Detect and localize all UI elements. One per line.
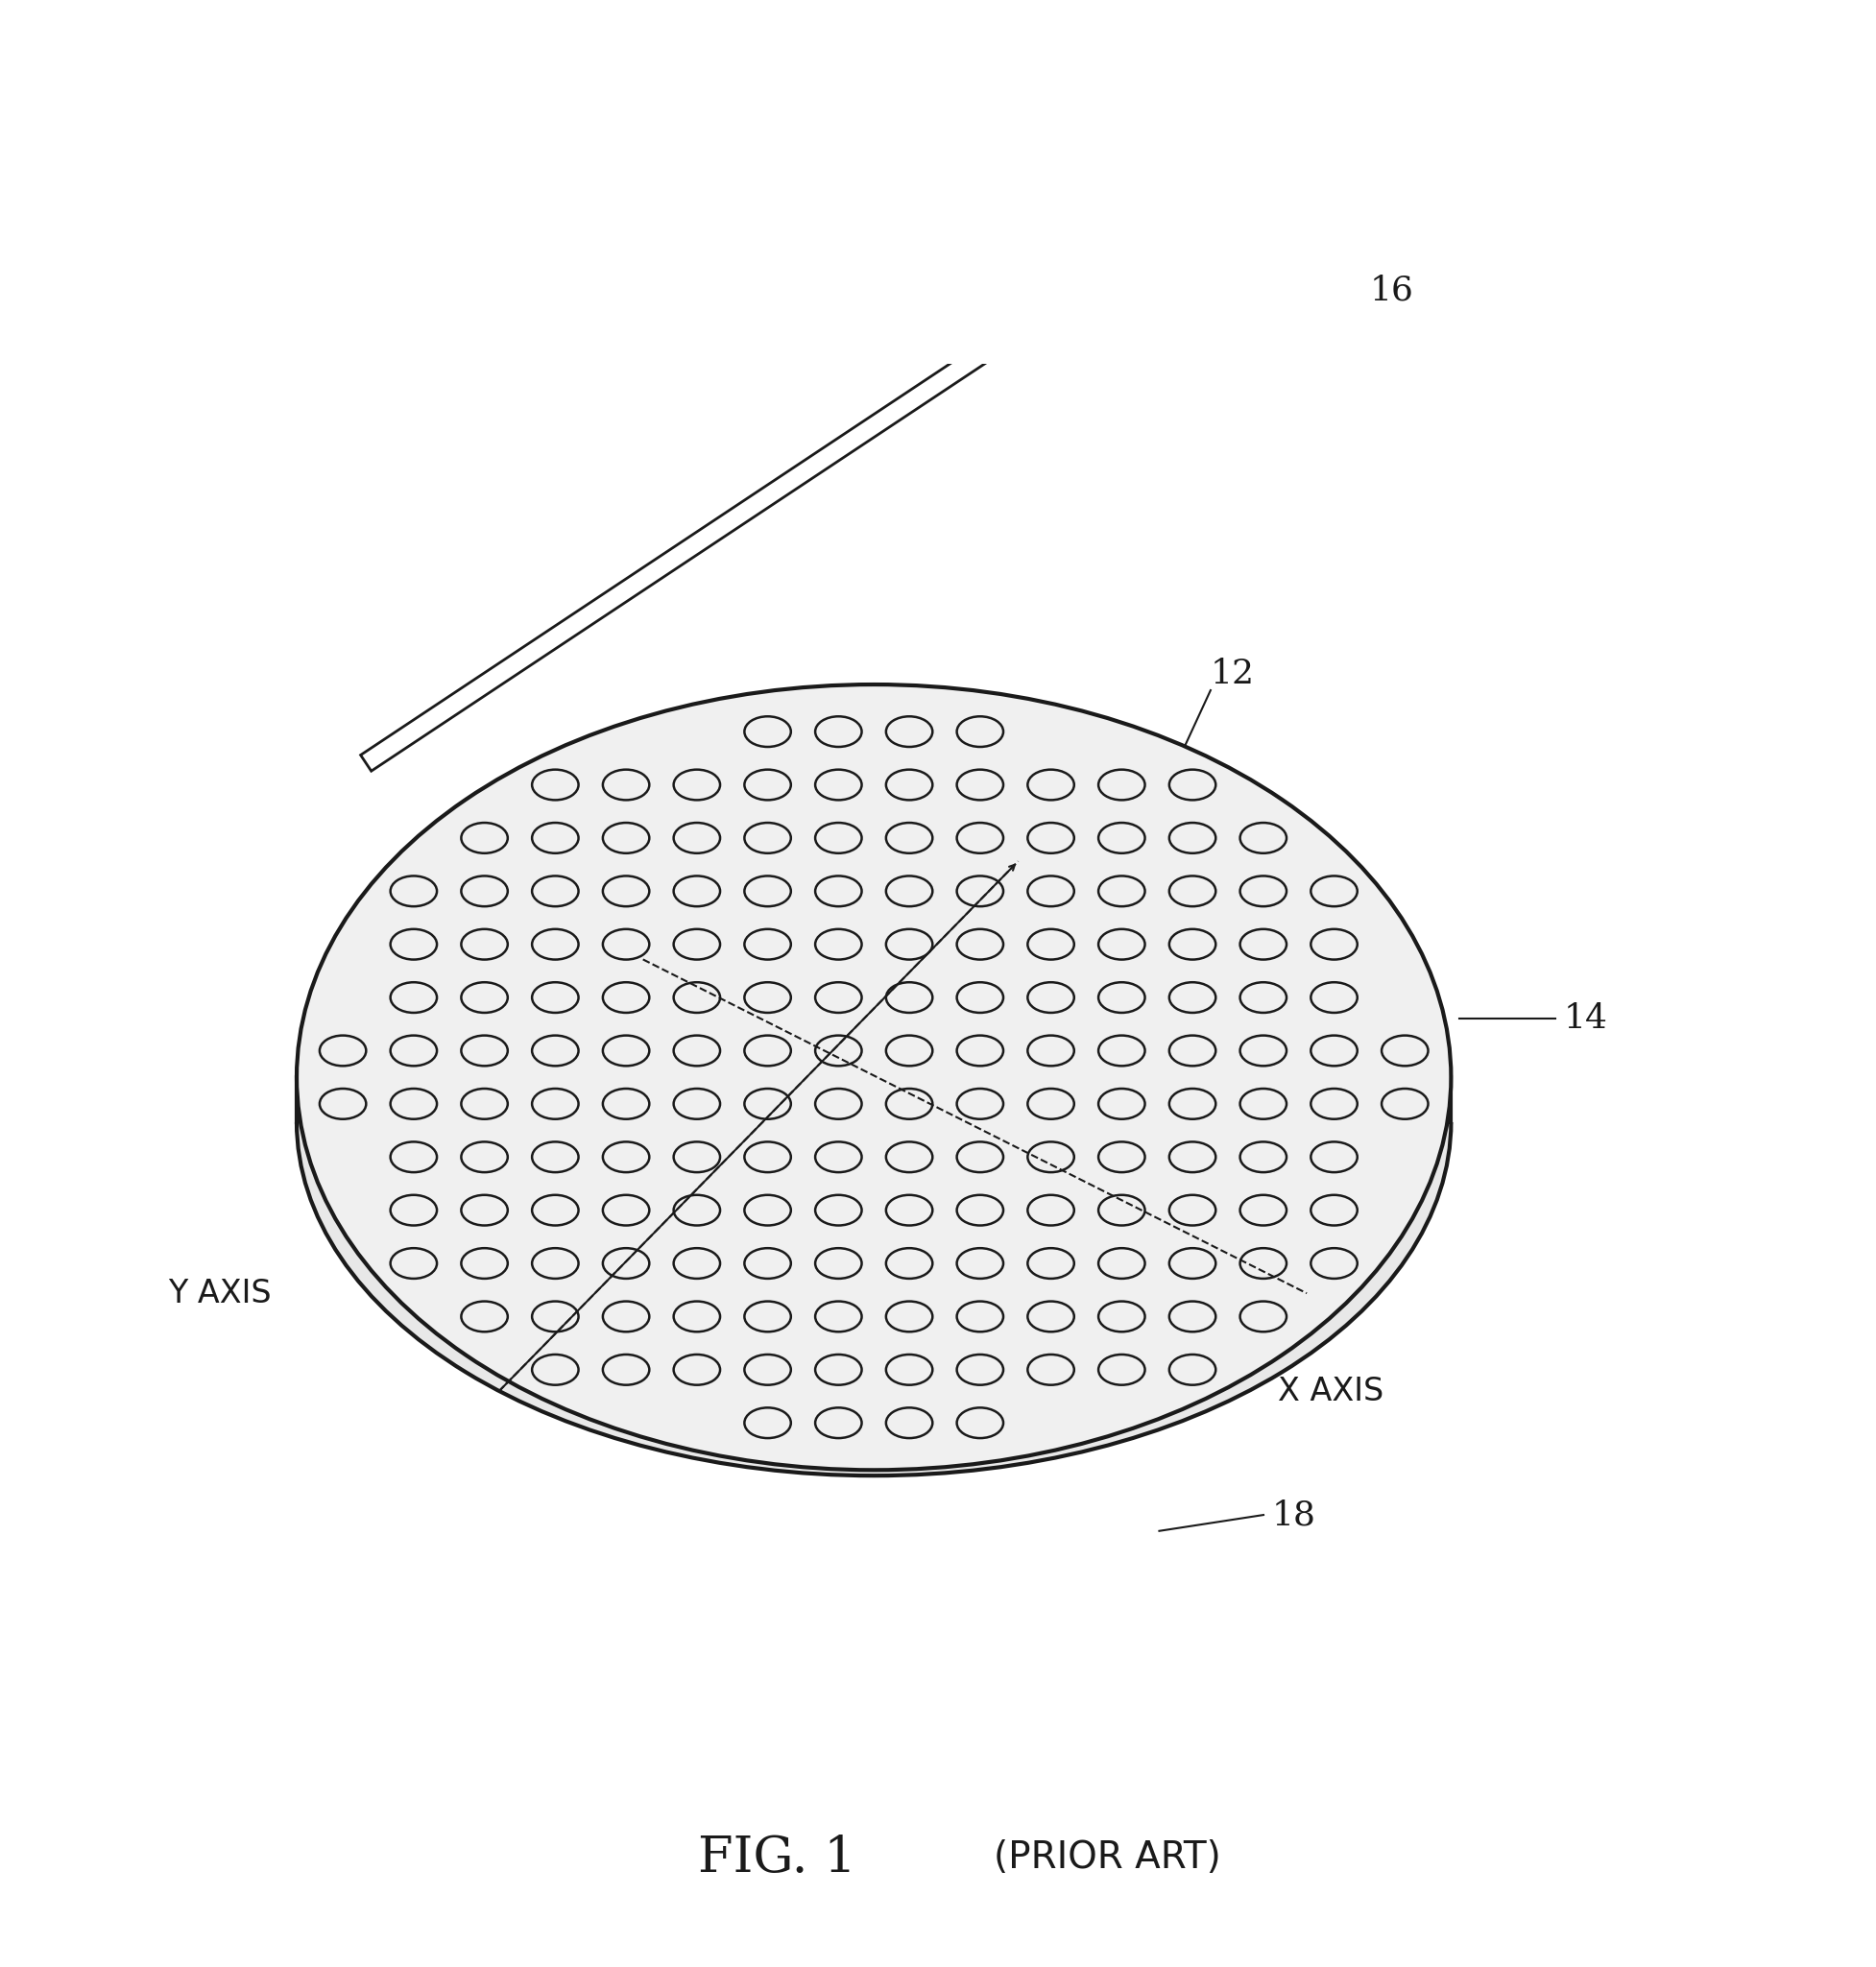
Ellipse shape [296, 685, 1450, 1469]
Text: 16: 16 [1369, 275, 1415, 307]
Polygon shape [360, 195, 1214, 771]
Text: 12: 12 [1210, 657, 1255, 690]
Polygon shape [1146, 226, 1304, 242]
Polygon shape [1146, 163, 1276, 226]
Text: (PRIOR ART): (PRIOR ART) [994, 1839, 1221, 1877]
Polygon shape [1276, 163, 1304, 242]
Polygon shape [296, 1078, 1450, 1475]
Polygon shape [1176, 275, 1259, 336]
Text: 14: 14 [1563, 1001, 1608, 1035]
Text: 18: 18 [1272, 1499, 1315, 1530]
Text: Y AXIS: Y AXIS [169, 1277, 272, 1310]
Text: X AXIS: X AXIS [1278, 1375, 1384, 1406]
Text: FIG. 1: FIG. 1 [698, 1833, 855, 1882]
Polygon shape [1203, 234, 1233, 275]
